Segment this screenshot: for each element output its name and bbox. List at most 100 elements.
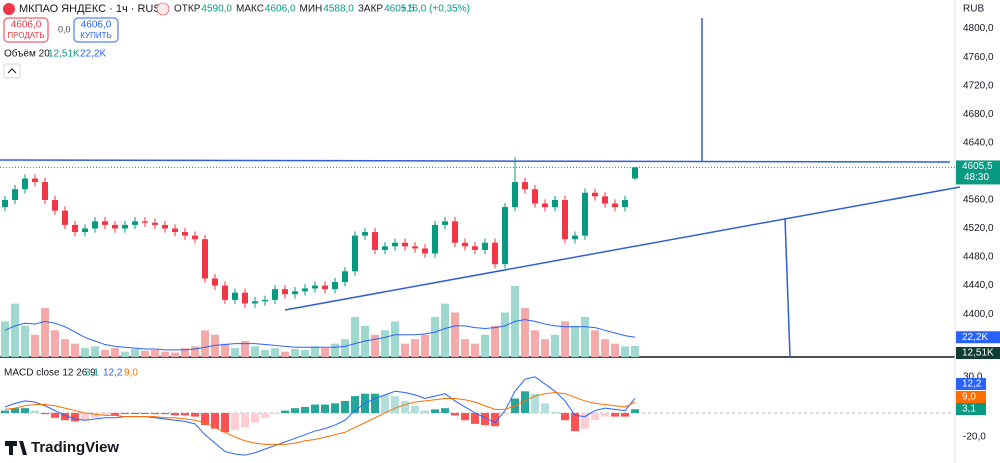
macd-hist <box>91 412 99 418</box>
macd-hist <box>31 410 39 413</box>
volume-bar <box>51 330 59 357</box>
candle-body <box>532 189 538 204</box>
sell-label: ПРОДАТЬ <box>7 31 44 40</box>
volume-bar <box>101 349 109 357</box>
volume-bar <box>121 351 129 357</box>
macd-hist <box>521 391 529 413</box>
volume-bar <box>331 343 339 357</box>
volume-ma <box>4 319 636 351</box>
collapse-icon <box>7 68 17 74</box>
y-tick-label: 4520,0 <box>963 223 994 234</box>
volume-bar <box>231 348 239 357</box>
volume-bar <box>221 343 229 357</box>
candle-body <box>42 182 48 200</box>
ohlc-label: МИН <box>300 4 323 15</box>
ohlc: ОТКР 4590,0 МАКС 4606,0 МИН 4588,0 ЗАКР 4605,5 <box>174 4 415 15</box>
candle-body <box>542 203 548 208</box>
macd-hist <box>491 412 499 427</box>
macd-legend-macd: 12,2 <box>103 368 123 379</box>
macd-hist <box>501 412 509 415</box>
candle-body <box>412 246 418 249</box>
volume-bar <box>401 343 409 357</box>
volume-bar <box>521 308 529 357</box>
volume-bar <box>501 312 509 357</box>
macd-hist <box>281 410 289 413</box>
ohlc-value: 4588,0 <box>323 4 354 15</box>
candle-body <box>432 224 438 254</box>
volume-bar <box>601 339 609 357</box>
volume-legend-ma: 22,2K <box>80 49 106 60</box>
candle-body <box>12 189 18 200</box>
macd-hist <box>431 409 439 413</box>
macd-hist <box>81 412 89 421</box>
macd-hist <box>321 404 329 413</box>
macd-legend: MACD close 12 26 9 <box>4 368 96 379</box>
candle-body <box>492 242 498 265</box>
candle-body <box>212 278 218 286</box>
trend-line[interactable] <box>0 159 951 163</box>
y-tick-label: 4720,0 <box>963 80 994 91</box>
candle-body <box>222 285 228 300</box>
macd-hist <box>121 412 129 414</box>
candle-body <box>52 199 58 211</box>
candle-body <box>472 246 478 250</box>
macd-hist <box>591 412 599 421</box>
macd-hist <box>221 412 229 433</box>
candle-body <box>162 224 168 229</box>
volume-bar <box>451 312 459 357</box>
candle-body <box>102 221 108 225</box>
volume-bar <box>391 321 399 357</box>
macd-hist <box>571 412 579 432</box>
macd-hist <box>271 412 279 415</box>
y-tick-label: 4800,0 <box>963 23 994 34</box>
macd-hist <box>161 412 169 415</box>
volume-bar <box>461 339 469 357</box>
signal-line <box>4 391 636 445</box>
candle-body <box>72 224 78 233</box>
volume-bar <box>371 334 379 357</box>
candle-body <box>502 207 508 265</box>
y-tick-label: 4680,0 <box>963 109 994 120</box>
trend-line[interactable] <box>284 186 961 311</box>
candle-body <box>112 224 118 229</box>
macd-hist <box>531 393 539 413</box>
volume-bar <box>21 325 29 357</box>
macd-hist <box>441 408 449 413</box>
volume-bar <box>471 343 479 357</box>
volume-bar <box>381 330 389 357</box>
y-tick-label: 4480,0 <box>963 252 994 263</box>
status-icon <box>156 2 170 16</box>
candle-body <box>182 232 188 236</box>
volume-bar <box>191 346 199 357</box>
volume-bar <box>81 348 89 357</box>
macd-hist <box>201 412 209 426</box>
macd-badge <box>956 391 986 403</box>
collapse-button[interactable] <box>3 63 21 79</box>
volume-bar <box>271 348 279 357</box>
macd-hist <box>621 412 629 417</box>
buy-button[interactable] <box>73 17 119 43</box>
macd-legend-hist: 3,1 <box>85 368 99 379</box>
candle-body <box>262 299 268 302</box>
volume-bar <box>291 348 299 357</box>
sell-button[interactable] <box>3 17 49 43</box>
volume-bar <box>11 303 19 357</box>
candle-body <box>452 221 458 243</box>
macd-hist <box>401 400 409 413</box>
volume-badge-label: 12,51K <box>962 348 994 359</box>
candle-body <box>62 210 68 225</box>
candle-body <box>392 242 398 247</box>
ohlc-value: 4606,0 <box>265 4 296 15</box>
macd-hist <box>61 412 69 421</box>
trend-line[interactable] <box>784 217 791 358</box>
macd-hist <box>611 412 619 417</box>
candle-body <box>122 224 128 229</box>
macd-legend-signal: 9,0 <box>124 368 138 379</box>
ohlc-label: ОТКР <box>174 4 201 15</box>
volume-bar <box>351 316 359 357</box>
macd-hist <box>601 412 609 417</box>
volume-bar <box>91 346 99 357</box>
macd-hist <box>481 412 489 426</box>
